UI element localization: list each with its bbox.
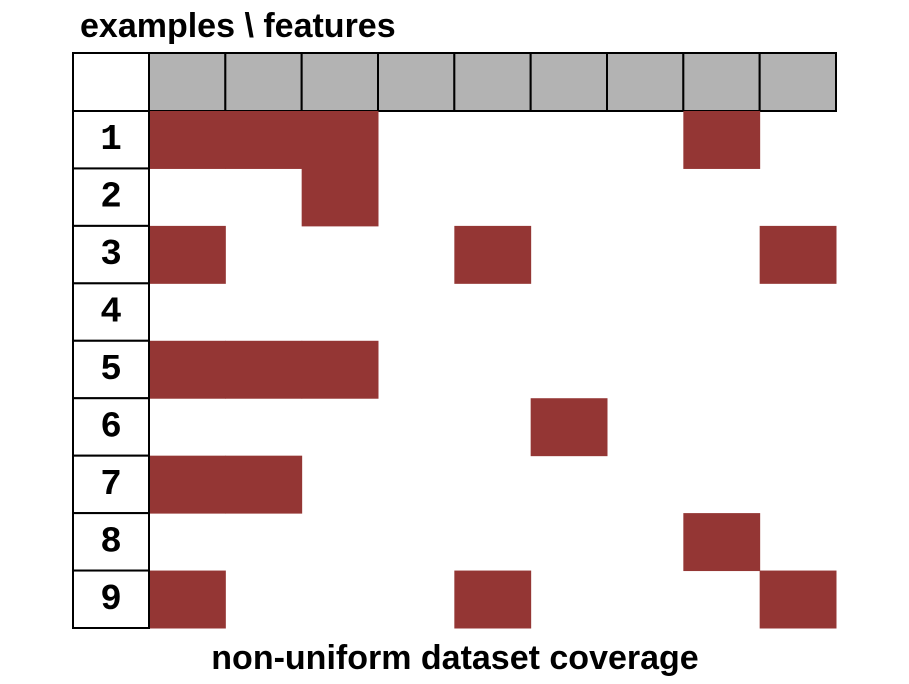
row-label-cell <box>72 397 150 457</box>
feature-header-cell <box>682 52 761 112</box>
feature-header-cell <box>606 52 685 112</box>
coverage-cell <box>301 111 379 169</box>
caption: non-uniform dataset coverage <box>211 639 698 677</box>
coverage-cell <box>301 168 379 227</box>
row-label: 4 <box>100 292 122 333</box>
coverage-cell <box>149 340 226 399</box>
feature-header-cell <box>529 52 609 112</box>
coverage-cell <box>225 455 303 514</box>
row-label: 3 <box>100 234 122 275</box>
feature-header-cell <box>377 52 456 112</box>
row-label-cell <box>72 569 150 629</box>
row-label: 5 <box>100 349 122 390</box>
coverage-cell <box>454 570 532 629</box>
coverage-cell <box>149 570 226 629</box>
coverage-cell <box>759 225 837 284</box>
coverage-cell <box>149 455 226 514</box>
row-label: 7 <box>100 464 122 505</box>
coverage-cell <box>301 340 379 399</box>
row-label: 1 <box>100 119 122 160</box>
title: examples \ features <box>80 7 396 45</box>
coverage-cell <box>225 111 303 169</box>
feature-header-cell <box>453 52 532 112</box>
feature-header-cell <box>300 52 379 112</box>
row-label-cell <box>72 167 150 227</box>
corner-cell <box>72 52 150 112</box>
coverage-cell <box>454 225 532 284</box>
coverage-cell <box>759 570 837 629</box>
coverage-cell <box>225 340 303 399</box>
row-label-cell <box>72 512 150 572</box>
row-label: 2 <box>100 177 122 218</box>
row-label-cell <box>72 110 150 170</box>
coverage-cell <box>149 111 226 169</box>
row-label: 6 <box>100 406 122 447</box>
coverage-cell <box>149 225 226 284</box>
coverage-cell <box>683 111 761 169</box>
coverage-cell <box>530 398 608 457</box>
feature-header-cell <box>224 52 303 112</box>
feature-header-cell <box>148 52 227 112</box>
coverage-cell <box>683 513 761 572</box>
row-label-cell <box>72 282 150 342</box>
feature-header-cell <box>758 52 838 112</box>
row-label: 8 <box>100 521 122 562</box>
row-label: 9 <box>100 579 122 620</box>
